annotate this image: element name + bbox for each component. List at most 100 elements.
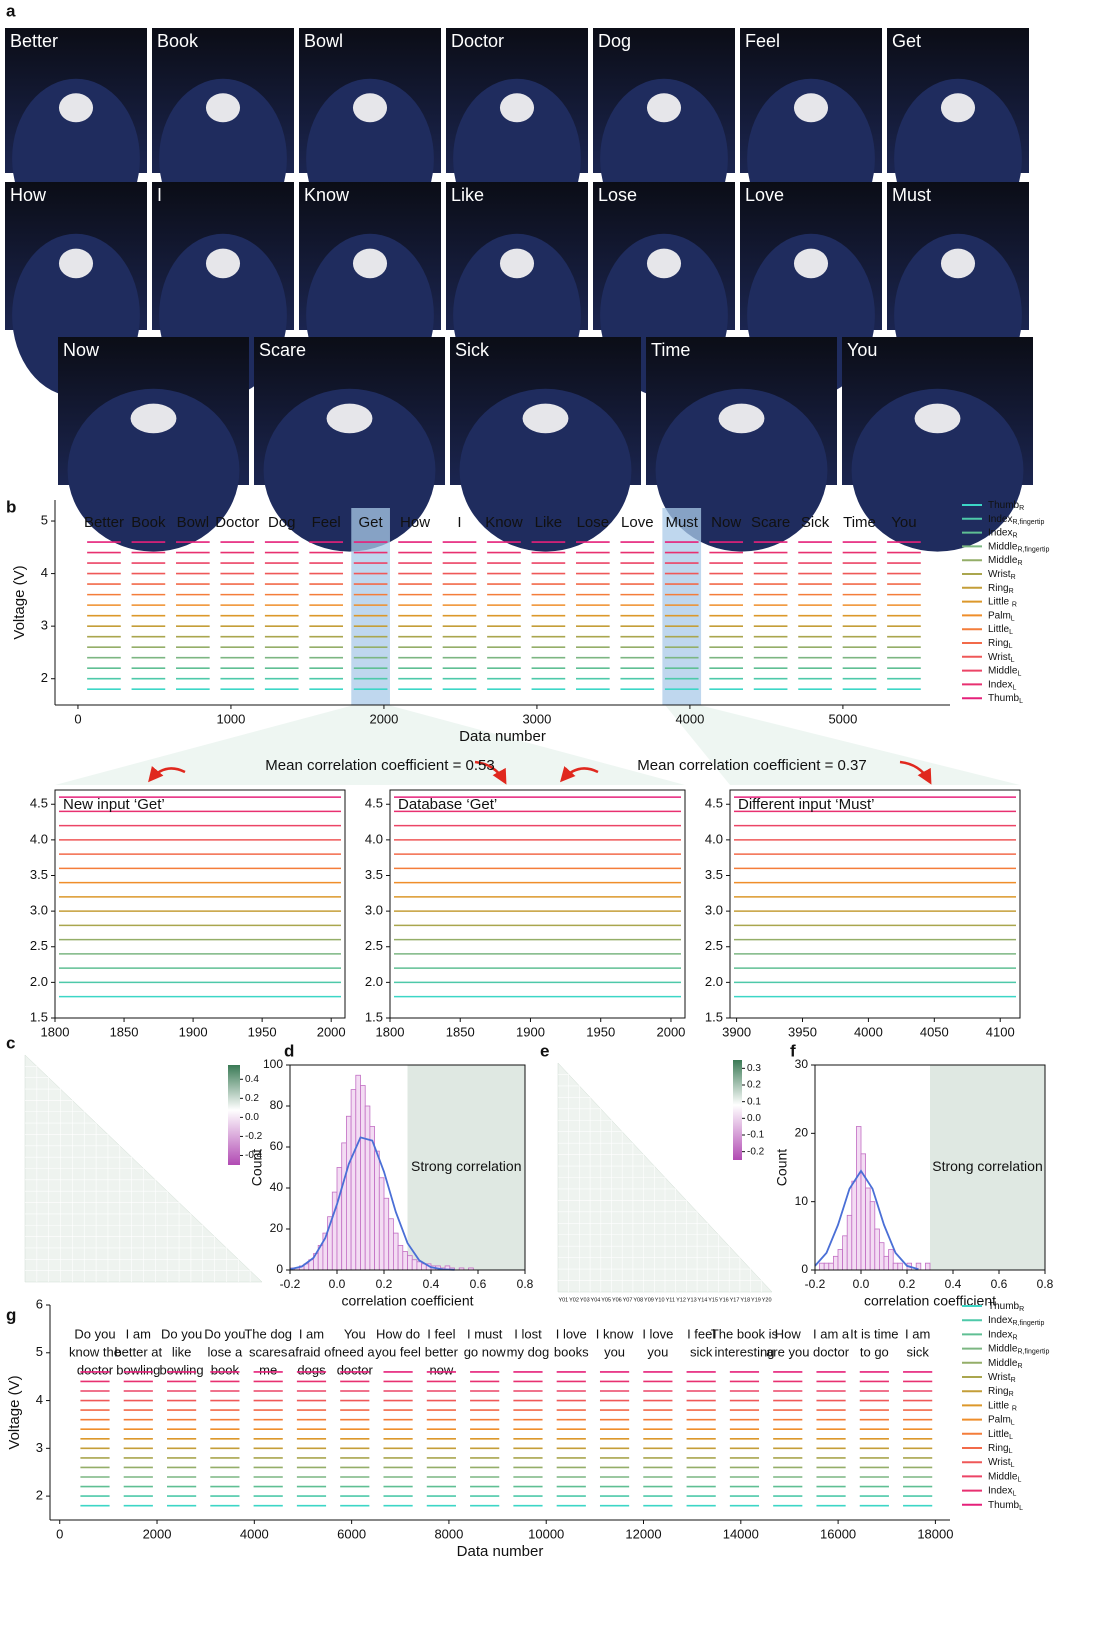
legend-entry: IndexL (988, 679, 1016, 691)
legend-entry: WristL (988, 1457, 1015, 1469)
category-label: sick (690, 1344, 713, 1359)
category-label: doctor (77, 1362, 114, 1377)
photo-glove (647, 249, 681, 279)
x-tick-label: 16000 (820, 1526, 856, 1541)
photo-label: Doctor (451, 31, 504, 51)
x-axis-label: correlation coefficient (341, 1293, 473, 1309)
x-tick-label: 0.8 (1037, 1277, 1054, 1291)
category-label: Do you (74, 1326, 115, 1341)
x-tick-label: 4000 (240, 1526, 269, 1541)
legend-sub: R (1012, 601, 1017, 608)
category-label: Sick (801, 514, 830, 531)
histogram-bar (870, 1202, 875, 1270)
photo-glove (941, 249, 975, 279)
x-tick-label: 1850 (110, 1024, 139, 1039)
legend-name: Ring (988, 582, 1009, 593)
x-tick-label: 5000 (828, 711, 857, 726)
y-tick-label: 1.5 (30, 1009, 48, 1024)
x-tick-label: 8000 (434, 1526, 463, 1541)
category-label: You (891, 514, 916, 531)
y-tick-label: 1.5 (365, 1009, 383, 1024)
legend-entry: IndexR (988, 1329, 1018, 1341)
panel-label: d (284, 1041, 294, 1060)
histogram-bar (356, 1075, 361, 1270)
y-tick-label: 2 (41, 670, 48, 685)
y-tick-label: 4.0 (365, 831, 383, 846)
x-tick-label: 0.8 (517, 1277, 534, 1291)
category-label: my dog (507, 1344, 550, 1359)
legend-entry: RingR (988, 1386, 1014, 1398)
legend-name: Index (988, 1315, 1012, 1326)
legend-sub: R (1011, 574, 1016, 581)
histogram-bar (843, 1236, 848, 1270)
heatmap-x-label: Y14 (698, 1297, 708, 1303)
y-axis-label: Voltage (V) (11, 565, 28, 639)
y-tick-label: 3.0 (365, 903, 383, 918)
heatmap-x-label: Y04 (591, 1297, 601, 1303)
heatmap-x-label: Y10 (655, 1297, 665, 1303)
photo-label: Sick (455, 340, 490, 360)
legend-entry: Little R (988, 1400, 1017, 1412)
photo-label: Book (157, 31, 199, 51)
y-tick-label: 2.5 (705, 938, 723, 953)
histogram-bar (820, 1263, 825, 1270)
legend-entry: ThumbL (988, 1499, 1023, 1511)
y-tick-label: 3.0 (30, 903, 48, 918)
photo-label: I (157, 185, 162, 205)
legend-sub: L (1009, 1434, 1013, 1441)
photo-label: Get (892, 31, 921, 51)
histogram-bar (893, 1263, 898, 1270)
heatmap-x-label: Y20 (762, 1297, 772, 1303)
category-label: are you (766, 1344, 809, 1359)
y-tick-label: 5 (41, 512, 48, 527)
category-label: Do you (204, 1326, 245, 1341)
category-label: You (344, 1326, 366, 1341)
x-tick-label: -0.2 (280, 1277, 301, 1291)
y-axis-label: Count (774, 1149, 790, 1186)
heatmap-x-label: Y03 (580, 1297, 590, 1303)
y-tick-label: 3.5 (365, 867, 383, 882)
legend-name: Middle (988, 1343, 1018, 1354)
category-label: Book (131, 514, 166, 531)
photo-label: Like (451, 185, 484, 205)
histogram-bar (847, 1215, 852, 1270)
x-tick-label: 18000 (917, 1526, 953, 1541)
y-tick-label: 4.0 (30, 831, 48, 846)
photo-label: Dog (598, 31, 631, 51)
y-tick-label: 6 (36, 1296, 43, 1311)
x-tick-label: 0.4 (945, 1277, 962, 1291)
figure: Mean correlation coefficient = 0.53 Mean… (0, 0, 1094, 1627)
legend-name: Middle (988, 541, 1018, 552)
category-label: The dog (244, 1326, 292, 1341)
histogram-bar (875, 1229, 880, 1270)
x-tick-label: 1950 (586, 1024, 615, 1039)
legend-name: Little (988, 596, 1012, 607)
legend-name: Thumb (988, 1499, 1020, 1510)
x-tick-label: 3900 (722, 1024, 751, 1039)
photo-label: Must (892, 185, 931, 205)
y-tick-label: 4.5 (705, 796, 723, 811)
photo-label: Feel (745, 31, 780, 51)
heatmap-x-label: Y19 (751, 1297, 761, 1303)
histogram-bar (889, 1250, 894, 1271)
legend-sub: R (1011, 1377, 1016, 1384)
legend-name: Middle (988, 1471, 1018, 1482)
legend-sub: L (1019, 698, 1023, 705)
category-label: I am (905, 1326, 930, 1341)
y-tick-label: 40 (270, 1180, 284, 1194)
colorbar-label: -0.4 (245, 1150, 263, 1161)
histogram-bar (884, 1256, 889, 1270)
legend-sub: R (1019, 505, 1024, 512)
legend-name: Thumb (988, 1301, 1020, 1312)
legend-entry: ThumbL (988, 693, 1023, 705)
legend-sub: L (1012, 684, 1016, 691)
category-label: you (647, 1344, 668, 1359)
category-label: How do (376, 1326, 420, 1341)
histogram-bar (370, 1127, 375, 1271)
photo-label: Now (63, 340, 100, 360)
y-tick-label: 4 (41, 565, 48, 580)
category-label: How (400, 514, 430, 531)
x-tick-label: 1000 (216, 711, 245, 726)
colorbar-label: 0.0 (747, 1113, 761, 1124)
panel-label: c (6, 1033, 15, 1052)
